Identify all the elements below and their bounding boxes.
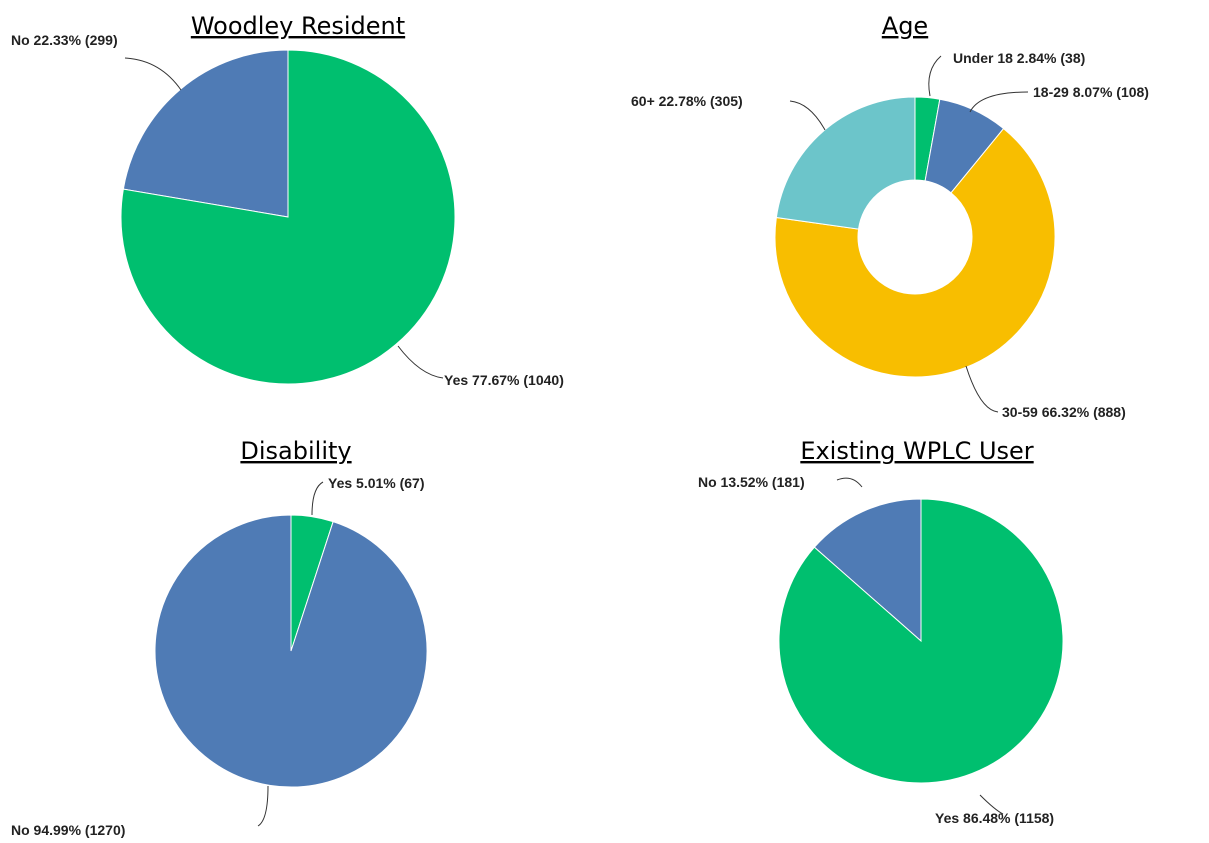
leader-line: [969, 91, 1029, 113]
leader-line: [836, 477, 863, 488]
slice-label-yes: Yes 77.67% (1040): [444, 372, 564, 388]
leader-line: [965, 365, 999, 413]
slice-label-under-18: Under 18 2.84% (38): [953, 50, 1085, 66]
slice-label-yes: Yes 5.01% (67): [328, 475, 425, 491]
pie-slice-yes: [120, 49, 456, 385]
slice-label-no: No 22.33% (299): [11, 32, 118, 48]
chart-title: Age: [882, 12, 928, 40]
slice-label-no: No 94.99% (1270): [11, 822, 125, 838]
pie-slice-60: [775, 96, 916, 230]
pie-slices: [120, 49, 456, 385]
pie-slice-30-59: [774, 127, 1056, 378]
pie-slice-no: [813, 498, 922, 643]
chart-title: Existing WPLC User: [800, 437, 1033, 465]
leader-line: [124, 57, 182, 91]
leader-line: [397, 345, 444, 379]
pie-slices: [154, 514, 428, 788]
slice-label-18-29: 18-29 8.07% (108): [1033, 84, 1149, 100]
slice-label-30-59: 30-59 66.32% (888): [1002, 404, 1126, 420]
leader-line: [311, 481, 324, 516]
leader-line: [789, 100, 826, 131]
slice-label-60-plus: 60+ 22.78% (305): [631, 93, 743, 109]
pie-slice-yes: [778, 498, 1064, 784]
leader-line: [979, 794, 1004, 815]
pie-slices: [778, 498, 1064, 784]
slice-label-no: No 13.52% (181): [698, 474, 805, 490]
chart-existing-wplc-user: Existing WPLC User No 13.52% (181) Yes 8…: [698, 437, 1064, 826]
chart-disability: Disability Yes 5.01% (67) No 94.99% (127…: [11, 437, 428, 838]
chart-title: Woodley Resident: [191, 12, 405, 40]
leader-line: [257, 785, 269, 827]
pie-slice-no: [122, 49, 289, 218]
pie-slice-no: [154, 514, 428, 788]
chart-woodley-resident: Woodley Resident No 22.33% (299) Yes 77.…: [11, 12, 564, 388]
donut-slices: [774, 96, 1056, 378]
chart-title: Disability: [240, 437, 351, 465]
chart-age: Age Under 18 2.84% (38) 18-29 8.07% (108…: [631, 12, 1149, 420]
leader-line: [928, 55, 942, 97]
slice-label-yes: Yes 86.48% (1158): [935, 810, 1054, 826]
